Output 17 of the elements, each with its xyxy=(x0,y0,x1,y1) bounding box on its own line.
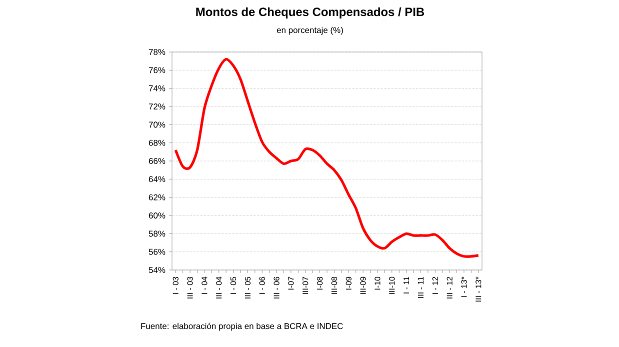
y-tick-label: 60% xyxy=(148,212,166,218)
y-tick-label: 62% xyxy=(148,194,166,200)
line-series xyxy=(174,58,480,258)
chart-subtitle: en porcentaje (%) xyxy=(276,26,343,35)
y-tick-label: 58% xyxy=(148,230,166,237)
y-tick-label: 78% xyxy=(148,49,166,55)
y-tick-label: 64% xyxy=(148,176,166,182)
y-tick-label: 72% xyxy=(148,104,166,110)
y-tick-label: 56% xyxy=(148,248,166,255)
y-tick-label: 54% xyxy=(148,267,166,273)
y-tick-label: 66% xyxy=(148,158,166,164)
y-tick-label: 74% xyxy=(148,85,166,92)
source-note: Fuente: elaboración propia en base a BCRA e INDEC xyxy=(141,322,343,331)
chart-title: Montos de Cheques Compensados / PIB xyxy=(196,7,424,18)
y-tick-label: 68% xyxy=(148,140,166,146)
y-tick-label: 76% xyxy=(148,67,166,74)
y-tick-label: 70% xyxy=(148,122,166,128)
